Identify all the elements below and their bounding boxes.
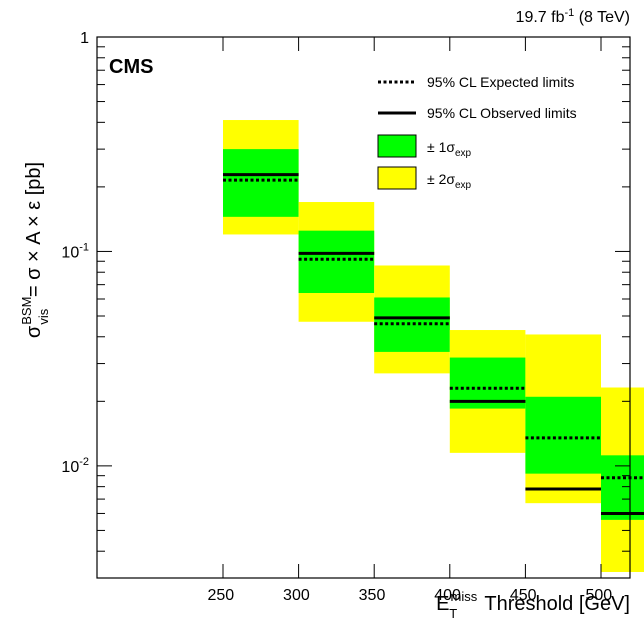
x-tick-label: 500 (585, 587, 612, 604)
uncertainty-bands (223, 120, 644, 572)
legend-one-sigma-label: ± 1σexp (427, 139, 472, 159)
x-tick-label: 450 (510, 587, 537, 604)
legend: 95% CL Expected limits 95% CL Observed l… (377, 74, 577, 191)
x-tick-label: 400 (434, 587, 461, 604)
x-tick-label: 300 (283, 587, 310, 604)
x-tick-label: 250 (207, 587, 234, 604)
legend-observed-label: 95% CL Observed limits (427, 105, 577, 121)
one-sigma-band (223, 149, 299, 217)
one-sigma-band (525, 396, 601, 474)
y-tick-label: 1 (80, 30, 89, 47)
experiment-label: CMS (109, 56, 153, 78)
plot-frame (96, 36, 631, 579)
limit-lines (223, 173, 644, 515)
axis-ticks: 110-110-2250300350400450500550 (61, 30, 630, 604)
one-sigma-band (601, 455, 644, 520)
legend-expected-label: 95% CL Expected limits (427, 74, 574, 90)
lumi-label: 19.7 fb-1 (8 TeV) (516, 7, 630, 26)
y-tick-label: 10-2 (61, 456, 89, 476)
legend-one-sigma-swatch (377, 134, 417, 158)
one-sigma-band (298, 230, 375, 293)
legend-two-sigma-label: ± 2σexp (427, 171, 472, 191)
y-axis-title: σBSM vis = σ × A × ε [pb] (19, 162, 51, 338)
legend-two-sigma-swatch (377, 166, 417, 190)
x-axis-title: Emiss T Threshold [GeV] (436, 589, 630, 621)
y-tick-label: 10-1 (61, 241, 89, 261)
x-tick-label: 350 (359, 587, 386, 604)
